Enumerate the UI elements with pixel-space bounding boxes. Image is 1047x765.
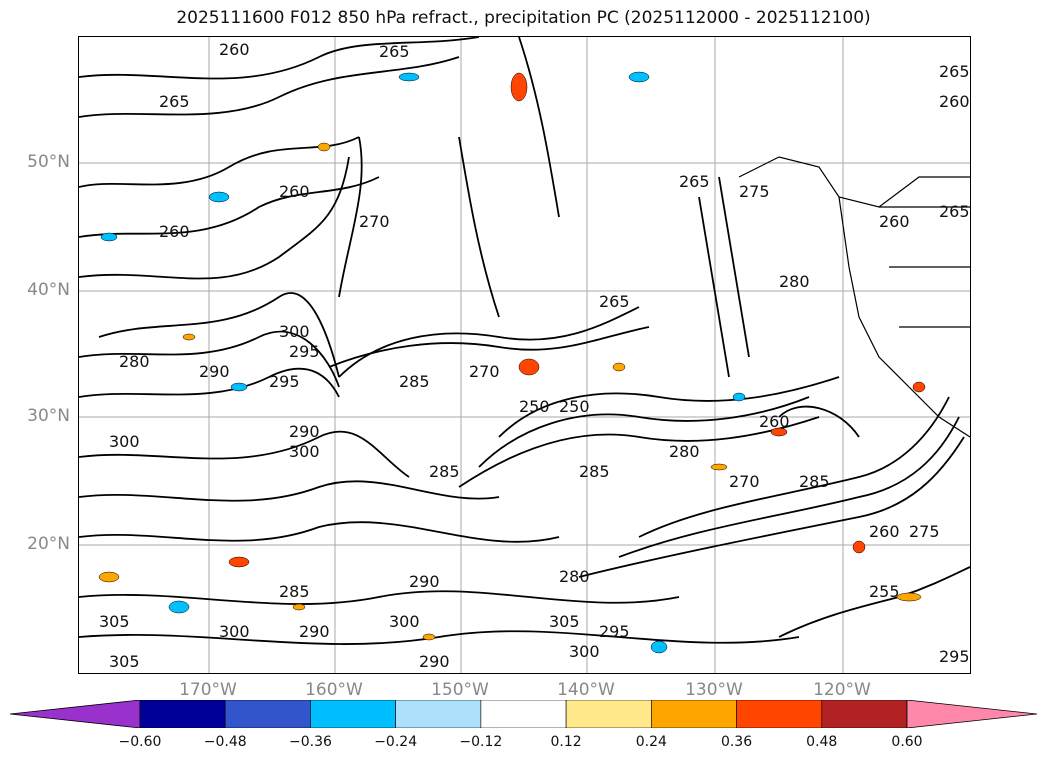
contour-label: 255 bbox=[869, 582, 900, 601]
contour-label: 265 bbox=[379, 42, 410, 61]
lat-label-40n: 40°N bbox=[27, 280, 70, 300]
colorbar-segment bbox=[651, 700, 737, 728]
contour-label: 265 bbox=[939, 202, 970, 221]
contour-label: 290 bbox=[409, 572, 440, 591]
contour-label: 285 bbox=[429, 462, 460, 481]
colorbar-tick-label: 0.24 bbox=[635, 734, 667, 750]
colorbar bbox=[10, 700, 1037, 728]
colorbar-tick-label: −0.36 bbox=[288, 734, 332, 750]
precip-patches bbox=[98, 71, 926, 654]
contour-label: 280 bbox=[559, 567, 590, 586]
colorbar-tick-label: −0.24 bbox=[374, 734, 418, 750]
colorbar-segment bbox=[310, 700, 396, 728]
map-canvas: 260 265 265 260 265 270 265 260 275 265 260 265 260 2… bbox=[79, 37, 970, 673]
contour-label: 275 bbox=[909, 522, 940, 541]
gridlines bbox=[79, 37, 970, 673]
contour-label: 280 bbox=[669, 442, 700, 461]
lon-label-160w: 160°W bbox=[305, 680, 363, 700]
contour-label: 285 bbox=[279, 582, 310, 601]
colorbar-tick-label: −0.12 bbox=[459, 734, 503, 750]
contour-label: 265 bbox=[679, 172, 710, 191]
contour-label: 285 bbox=[399, 372, 430, 391]
contour-label: 305 bbox=[109, 652, 140, 671]
contour-label: 260 bbox=[759, 412, 790, 431]
contour-label: 290 bbox=[419, 652, 450, 671]
contour-label: 305 bbox=[99, 612, 130, 631]
lat-label-50n: 50°N bbox=[27, 152, 70, 172]
colorbar-tick-label: 0.36 bbox=[720, 734, 753, 750]
contour-label: 285 bbox=[799, 472, 830, 491]
lon-label-150w: 150°W bbox=[431, 680, 489, 700]
contour-label: 280 bbox=[779, 272, 810, 291]
colorbar-tick-label: 0.12 bbox=[550, 734, 582, 750]
contour-label: 260 bbox=[939, 92, 970, 111]
contour-label: 300 bbox=[109, 432, 140, 451]
coastline bbox=[738, 156, 970, 438]
colorbar-segment bbox=[821, 700, 908, 728]
contour-label: 260 bbox=[869, 522, 900, 541]
contour-label: 260 bbox=[219, 40, 250, 59]
contour-label: 250 bbox=[559, 397, 590, 416]
contour-label: 270 bbox=[729, 472, 760, 491]
contour-label: 265 bbox=[159, 92, 190, 111]
contour-label: 260 bbox=[879, 212, 910, 231]
contour-label: 290 bbox=[199, 362, 230, 381]
contour-label: 295 bbox=[939, 647, 970, 666]
contour-label: 300 bbox=[569, 642, 600, 661]
contour-label: 300 bbox=[289, 442, 320, 461]
contour-label: 270 bbox=[469, 362, 500, 381]
contour-label: 300 bbox=[389, 612, 420, 631]
colorbar-segment bbox=[139, 700, 226, 728]
lon-label-120w: 120°W bbox=[813, 680, 871, 700]
colorbar-extend-left bbox=[10, 700, 141, 728]
contour-label: 275 bbox=[739, 182, 770, 201]
refractivity-contours bbox=[79, 37, 970, 645]
contour-label: 290 bbox=[299, 622, 330, 641]
colorbar-segment bbox=[480, 700, 567, 728]
contour-label: 260 bbox=[279, 182, 310, 201]
colorbar-segment bbox=[736, 700, 823, 728]
colorbar-segment bbox=[565, 700, 652, 728]
map-panel[interactable]: 260 265 265 260 265 270 265 260 275 265 260 265 260 2… bbox=[78, 36, 971, 674]
contour-label: 265 bbox=[939, 62, 970, 81]
colorbar-tick-label: 0.60 bbox=[891, 734, 923, 750]
contour-labels: 260 265 265 260 265 270 265 260 275 265 260 265 260 2… bbox=[99, 40, 970, 671]
colorbar-tick-label: 0.48 bbox=[806, 734, 838, 750]
chart-title: 2025111600 F012 850 hPa refract., precip… bbox=[176, 8, 871, 28]
lat-label-30n: 30°N bbox=[27, 406, 70, 426]
contour-label: 290 bbox=[289, 422, 320, 441]
contour-label: 285 bbox=[579, 462, 610, 481]
contour-label: 295 bbox=[599, 622, 630, 641]
contour-label: 270 bbox=[359, 212, 390, 231]
lon-label-170w: 170°W bbox=[179, 680, 237, 700]
contour-label: 260 bbox=[159, 222, 190, 241]
contour-label: 305 bbox=[549, 612, 580, 631]
contour-label: 295 bbox=[269, 372, 300, 391]
contour-label: 265 bbox=[599, 292, 630, 311]
lon-label-140w: 140°W bbox=[557, 680, 615, 700]
colorbar-segment bbox=[395, 700, 482, 728]
colorbar-tick-label: −0.60 bbox=[118, 734, 162, 750]
contour-label: 295 bbox=[289, 342, 320, 361]
lat-label-20n: 20°N bbox=[27, 534, 70, 554]
lon-label-130w: 130°W bbox=[685, 680, 743, 700]
colorbar-extend-right bbox=[906, 700, 1037, 728]
contour-label: 300 bbox=[219, 622, 250, 641]
colorbar-tick-label: −0.48 bbox=[203, 734, 247, 750]
contour-label: 250 bbox=[519, 397, 550, 416]
contour-label: 300 bbox=[279, 322, 310, 341]
contour-label: 280 bbox=[119, 352, 150, 371]
colorbar-segment bbox=[224, 700, 311, 728]
